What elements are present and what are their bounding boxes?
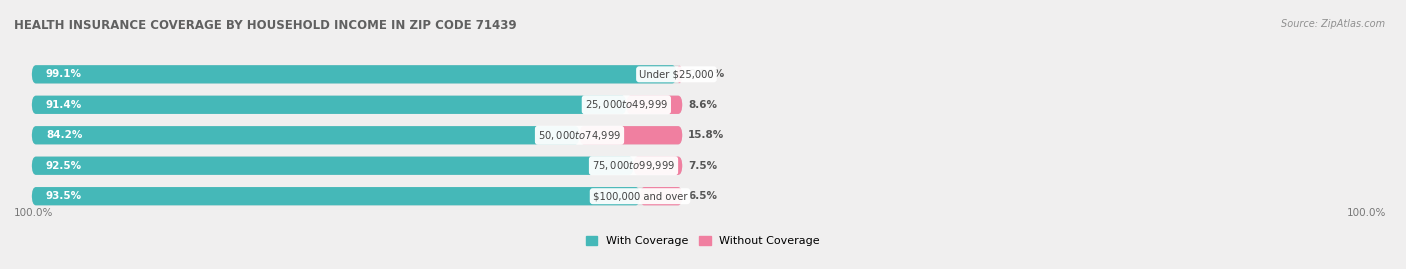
Text: 8.6%: 8.6% [688, 100, 717, 110]
FancyBboxPatch shape [32, 96, 626, 114]
FancyBboxPatch shape [626, 96, 682, 114]
Text: 100.0%: 100.0% [1347, 208, 1386, 218]
Text: $100,000 and over: $100,000 and over [593, 191, 688, 201]
Text: 99.1%: 99.1% [46, 69, 82, 79]
Text: 6.5%: 6.5% [688, 191, 717, 201]
Text: 15.8%: 15.8% [688, 130, 724, 140]
FancyBboxPatch shape [32, 157, 634, 175]
Text: 84.2%: 84.2% [46, 130, 83, 140]
Text: HEALTH INSURANCE COVERAGE BY HOUSEHOLD INCOME IN ZIP CODE 71439: HEALTH INSURANCE COVERAGE BY HOUSEHOLD I… [14, 19, 516, 32]
Text: $50,000 to $74,999: $50,000 to $74,999 [538, 129, 621, 142]
FancyBboxPatch shape [32, 187, 640, 205]
Text: Under $25,000: Under $25,000 [640, 69, 714, 79]
Text: $25,000 to $49,999: $25,000 to $49,999 [585, 98, 668, 111]
FancyBboxPatch shape [32, 187, 682, 205]
Text: Source: ZipAtlas.com: Source: ZipAtlas.com [1281, 19, 1385, 29]
FancyBboxPatch shape [32, 65, 682, 83]
Text: 0.94%: 0.94% [689, 69, 724, 79]
FancyBboxPatch shape [32, 96, 682, 114]
Text: 91.4%: 91.4% [46, 100, 82, 110]
Text: 93.5%: 93.5% [46, 191, 82, 201]
Text: $75,000 to $99,999: $75,000 to $99,999 [592, 159, 675, 172]
FancyBboxPatch shape [32, 65, 676, 83]
FancyBboxPatch shape [32, 126, 579, 144]
Text: 7.5%: 7.5% [688, 161, 717, 171]
FancyBboxPatch shape [676, 65, 682, 83]
FancyBboxPatch shape [32, 126, 682, 144]
FancyBboxPatch shape [634, 157, 682, 175]
Legend: With Coverage, Without Coverage: With Coverage, Without Coverage [586, 236, 820, 246]
FancyBboxPatch shape [32, 157, 682, 175]
Text: 92.5%: 92.5% [46, 161, 82, 171]
Text: 100.0%: 100.0% [14, 208, 53, 218]
FancyBboxPatch shape [579, 126, 682, 144]
FancyBboxPatch shape [640, 187, 682, 205]
